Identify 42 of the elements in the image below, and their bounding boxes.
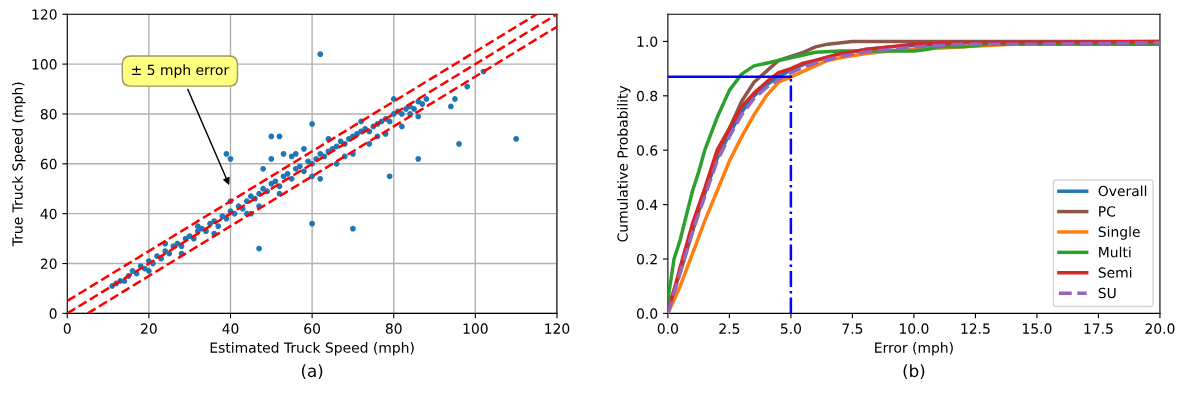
x-tick-label: 7.5 [842,323,863,334]
y-axis-title: Cumulative Probability [617,85,631,242]
x-tick-label: 80 [385,323,402,334]
annotation: ± 5 mph error [132,64,230,78]
x-tick-label: 2.5 [719,323,740,334]
y-tick-label: 100 [32,59,57,70]
y-tick-label: 0.4 [636,199,658,211]
x-tick-label: 20 [141,323,157,334]
x-tick-label: 120 [545,323,570,334]
x-tick-label: 40 [222,323,239,334]
y-tick-label: 20 [40,258,57,270]
legend-label: Single [1098,226,1140,240]
x-tick-label: 15.0 [1022,323,1052,334]
y-tick-label: 0 [49,308,57,319]
y-tick-label: 40 [40,208,57,220]
y-tick-label: 0.8 [636,90,658,102]
text: (a) [301,364,323,380]
y-tick-label: 0.6 [636,145,658,156]
y-tick-label: 1.0 [637,36,658,47]
x-axis-title: Error (mph) [875,342,953,356]
x-tick-label: 0 [63,323,71,334]
y-tick-label: 120 [32,9,57,20]
y-axis-title: True Truck Speed (mph) [12,82,26,247]
legend-label: SU [1098,287,1116,299]
text: (b) [903,364,925,380]
x-tick-label: 12.5 [961,323,990,334]
x-tick-label: 60 [304,323,321,334]
x-tick-label: 10.0 [899,323,929,334]
x-tick-label: 20.0 [1145,323,1175,334]
legend-label: Overall [1098,185,1147,197]
x-tick-label: 0.0 [657,323,678,334]
legend-label: Semi [1098,267,1132,278]
y-tick-label: 0.2 [636,253,657,265]
y-tick-label: 0.0 [636,308,658,319]
x-tick-label: 5.0 [780,323,802,334]
x-axis-title: Estimated Truck Speed (mph) [210,342,414,356]
x-tick-label: 17.5 [1084,323,1113,334]
y-tick-label: 80 [40,108,57,120]
x-tick-label: 100 [463,323,488,334]
legend-label: PC [1099,206,1116,217]
legend-label: Multi [1099,246,1131,258]
y-tick-label: 60 [40,158,57,170]
